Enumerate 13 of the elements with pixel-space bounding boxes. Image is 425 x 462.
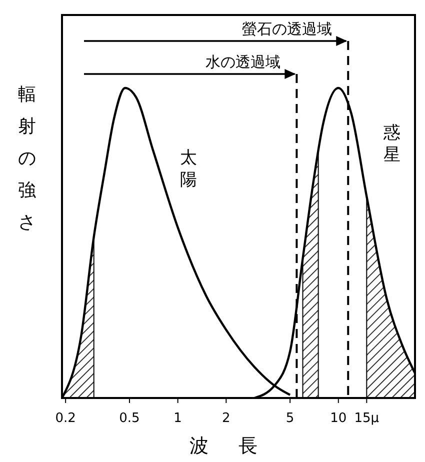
x-tick-label: 1 — [174, 411, 182, 426]
x-axis-title: 波長 — [190, 435, 288, 457]
x-tick-label: 15μ — [354, 411, 380, 426]
x-tick-label: 2 — [222, 411, 230, 426]
x-tick-label: 0.2 — [55, 411, 76, 426]
x-tick-label: 5 — [286, 411, 294, 426]
x-tick-label: 0.5 — [119, 411, 140, 426]
series-label: 惑星 — [382, 123, 400, 165]
ref-line-label: 螢石の透過域 — [242, 20, 332, 38]
ref-line-label: 水の透過域 — [206, 53, 281, 71]
y-axis-title: 輻射の強さ — [18, 84, 36, 233]
series-label: 太陽 — [180, 148, 198, 190]
x-tick-label: 10 — [330, 411, 347, 426]
